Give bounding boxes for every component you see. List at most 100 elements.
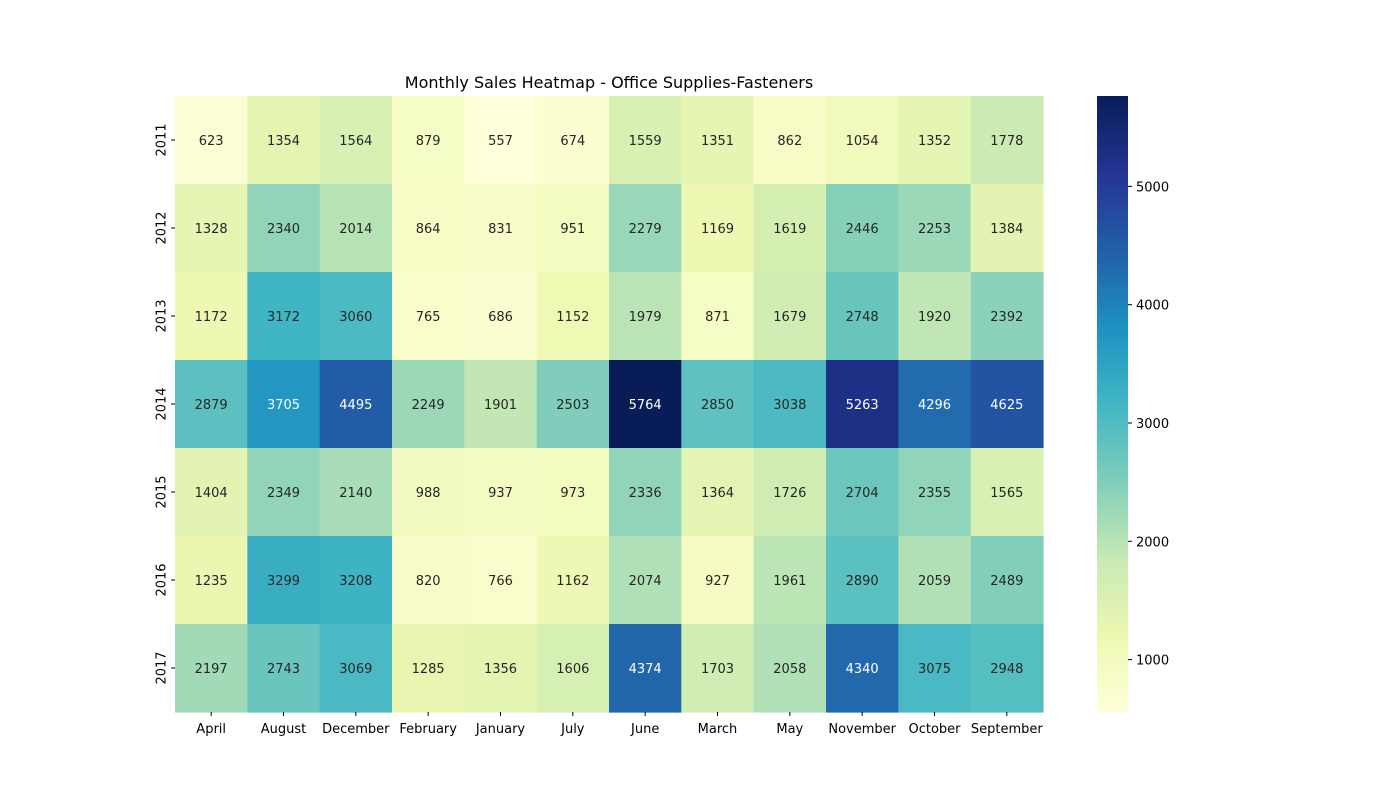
heatmap-cell: [175, 96, 248, 185]
colorbar: [1097, 96, 1128, 712]
cell-value-label: 1352: [918, 134, 951, 149]
heatmap-cell: [247, 272, 321, 361]
heatmap-cell: [536, 360, 610, 449]
heatmap-cell: [464, 184, 538, 273]
heatmap-cell: [681, 536, 755, 625]
cell-value-label: 1351: [701, 134, 734, 149]
cell-value-label: 1328: [195, 222, 228, 237]
cell-value-label: 5764: [629, 398, 662, 413]
heatmap-cell: [392, 448, 465, 537]
heatmap-cell: [681, 184, 755, 273]
heatmap-cell: [970, 448, 1044, 537]
x-tick-label: February: [399, 722, 457, 737]
heatmap-cell: [609, 96, 682, 185]
heatmap-cell: [826, 624, 899, 713]
heatmap-cell: [464, 96, 538, 185]
heatmap-cell: [609, 272, 682, 361]
cell-value-label: 2743: [267, 662, 300, 677]
x-tick-label: June: [630, 722, 659, 737]
heatmap-cell: [536, 272, 610, 361]
heatmap-cell: [536, 184, 610, 273]
x-tick-label: May: [776, 722, 803, 737]
heatmap-cells: [175, 96, 1044, 713]
cell-value-label: 2446: [846, 222, 879, 237]
heatmap-cell: [319, 360, 393, 449]
cell-value-label: 686: [488, 310, 513, 325]
cell-value-label: 2249: [412, 398, 445, 413]
heatmap-cell: [753, 448, 827, 537]
heatmap-cell: [826, 272, 899, 361]
cell-value-label: 2197: [195, 662, 228, 677]
heatmap-cell: [175, 624, 248, 713]
cell-value-label: 1235: [195, 574, 228, 589]
x-tick-label: August: [261, 722, 307, 737]
heatmap-cell: [392, 624, 465, 713]
heatmap-cell: [826, 184, 899, 273]
heatmap-cell: [175, 272, 248, 361]
heatmap-cell: [681, 624, 755, 713]
cell-value-label: 2392: [990, 310, 1023, 325]
cell-value-label: 973: [560, 486, 585, 501]
cell-value-label: 1384: [990, 222, 1023, 237]
heatmap-cell: [319, 96, 393, 185]
x-tick-label: April: [196, 722, 226, 737]
cell-value-label: 2059: [918, 574, 951, 589]
heatmap-cell: [247, 184, 321, 273]
heatmap-cell: [609, 448, 682, 537]
x-axis-ticks: April August December February January July Ju…: [196, 712, 1043, 737]
colorbar-tick-label: 2000: [1136, 535, 1169, 550]
y-tick-label: 2012: [155, 211, 170, 244]
cell-value-label: 2503: [556, 398, 589, 413]
cell-value-label: 2349: [267, 486, 300, 501]
cell-value-label: 1619: [773, 222, 806, 237]
heatmap-cell: [753, 184, 827, 273]
cell-value-label: 2489: [990, 574, 1023, 589]
heatmap-cell: [753, 624, 827, 713]
heatmap-cell: [247, 96, 321, 185]
heatmap-cell: [175, 184, 248, 273]
cell-value-label: 674: [560, 134, 585, 149]
x-tick-label: September: [971, 722, 1044, 737]
cell-value-label: 3208: [339, 574, 372, 589]
cell-value-label: 1961: [773, 574, 806, 589]
heatmap-cell: [970, 360, 1044, 449]
cell-value-label: 927: [705, 574, 730, 589]
cell-value-label: 1703: [701, 662, 734, 677]
cell-value-label: 1726: [773, 486, 806, 501]
cell-value-label: 4374: [629, 662, 662, 677]
cell-value-label: 1364: [701, 486, 734, 501]
y-tick-label: 2013: [155, 299, 170, 332]
x-tick-label: November: [828, 722, 896, 737]
cell-value-label: 1169: [701, 222, 734, 237]
y-tick-label: 2014: [155, 387, 170, 420]
cell-value-label: 2058: [773, 662, 806, 677]
cell-value-label: 937: [488, 486, 513, 501]
heatmap-cell: [175, 536, 248, 625]
heatmap-cell: [609, 184, 682, 273]
heatmap-cell: [464, 536, 538, 625]
cell-value-label: 1979: [629, 310, 662, 325]
heatmap-cell: [247, 360, 321, 449]
cell-value-label: 2850: [701, 398, 734, 413]
heatmap-cell: [753, 360, 827, 449]
cell-value-label: 1901: [484, 398, 517, 413]
heatmap-cell: [392, 184, 465, 273]
colorbar-tick-label: 5000: [1136, 180, 1169, 195]
chart-title: Monthly Sales Heatmap - Office Supplies-…: [405, 73, 813, 92]
heatmap-cell: [464, 624, 538, 713]
cell-value-label: 3172: [267, 310, 300, 325]
heatmap-cell: [464, 272, 538, 361]
cell-value-label: 3075: [918, 662, 951, 677]
heatmap-cell: [247, 448, 321, 537]
heatmap-cell: [392, 272, 465, 361]
heatmap-cell: [392, 536, 465, 625]
cell-value-label: 4625: [990, 398, 1023, 413]
heatmap-cell: [609, 360, 682, 449]
heatmap-cell: [970, 184, 1044, 273]
heatmap-cell: [753, 96, 827, 185]
cell-value-label: 765: [416, 310, 441, 325]
heatmap-cell: [681, 360, 755, 449]
cell-value-label: 862: [777, 134, 802, 149]
cell-value-label: 1920: [918, 310, 951, 325]
